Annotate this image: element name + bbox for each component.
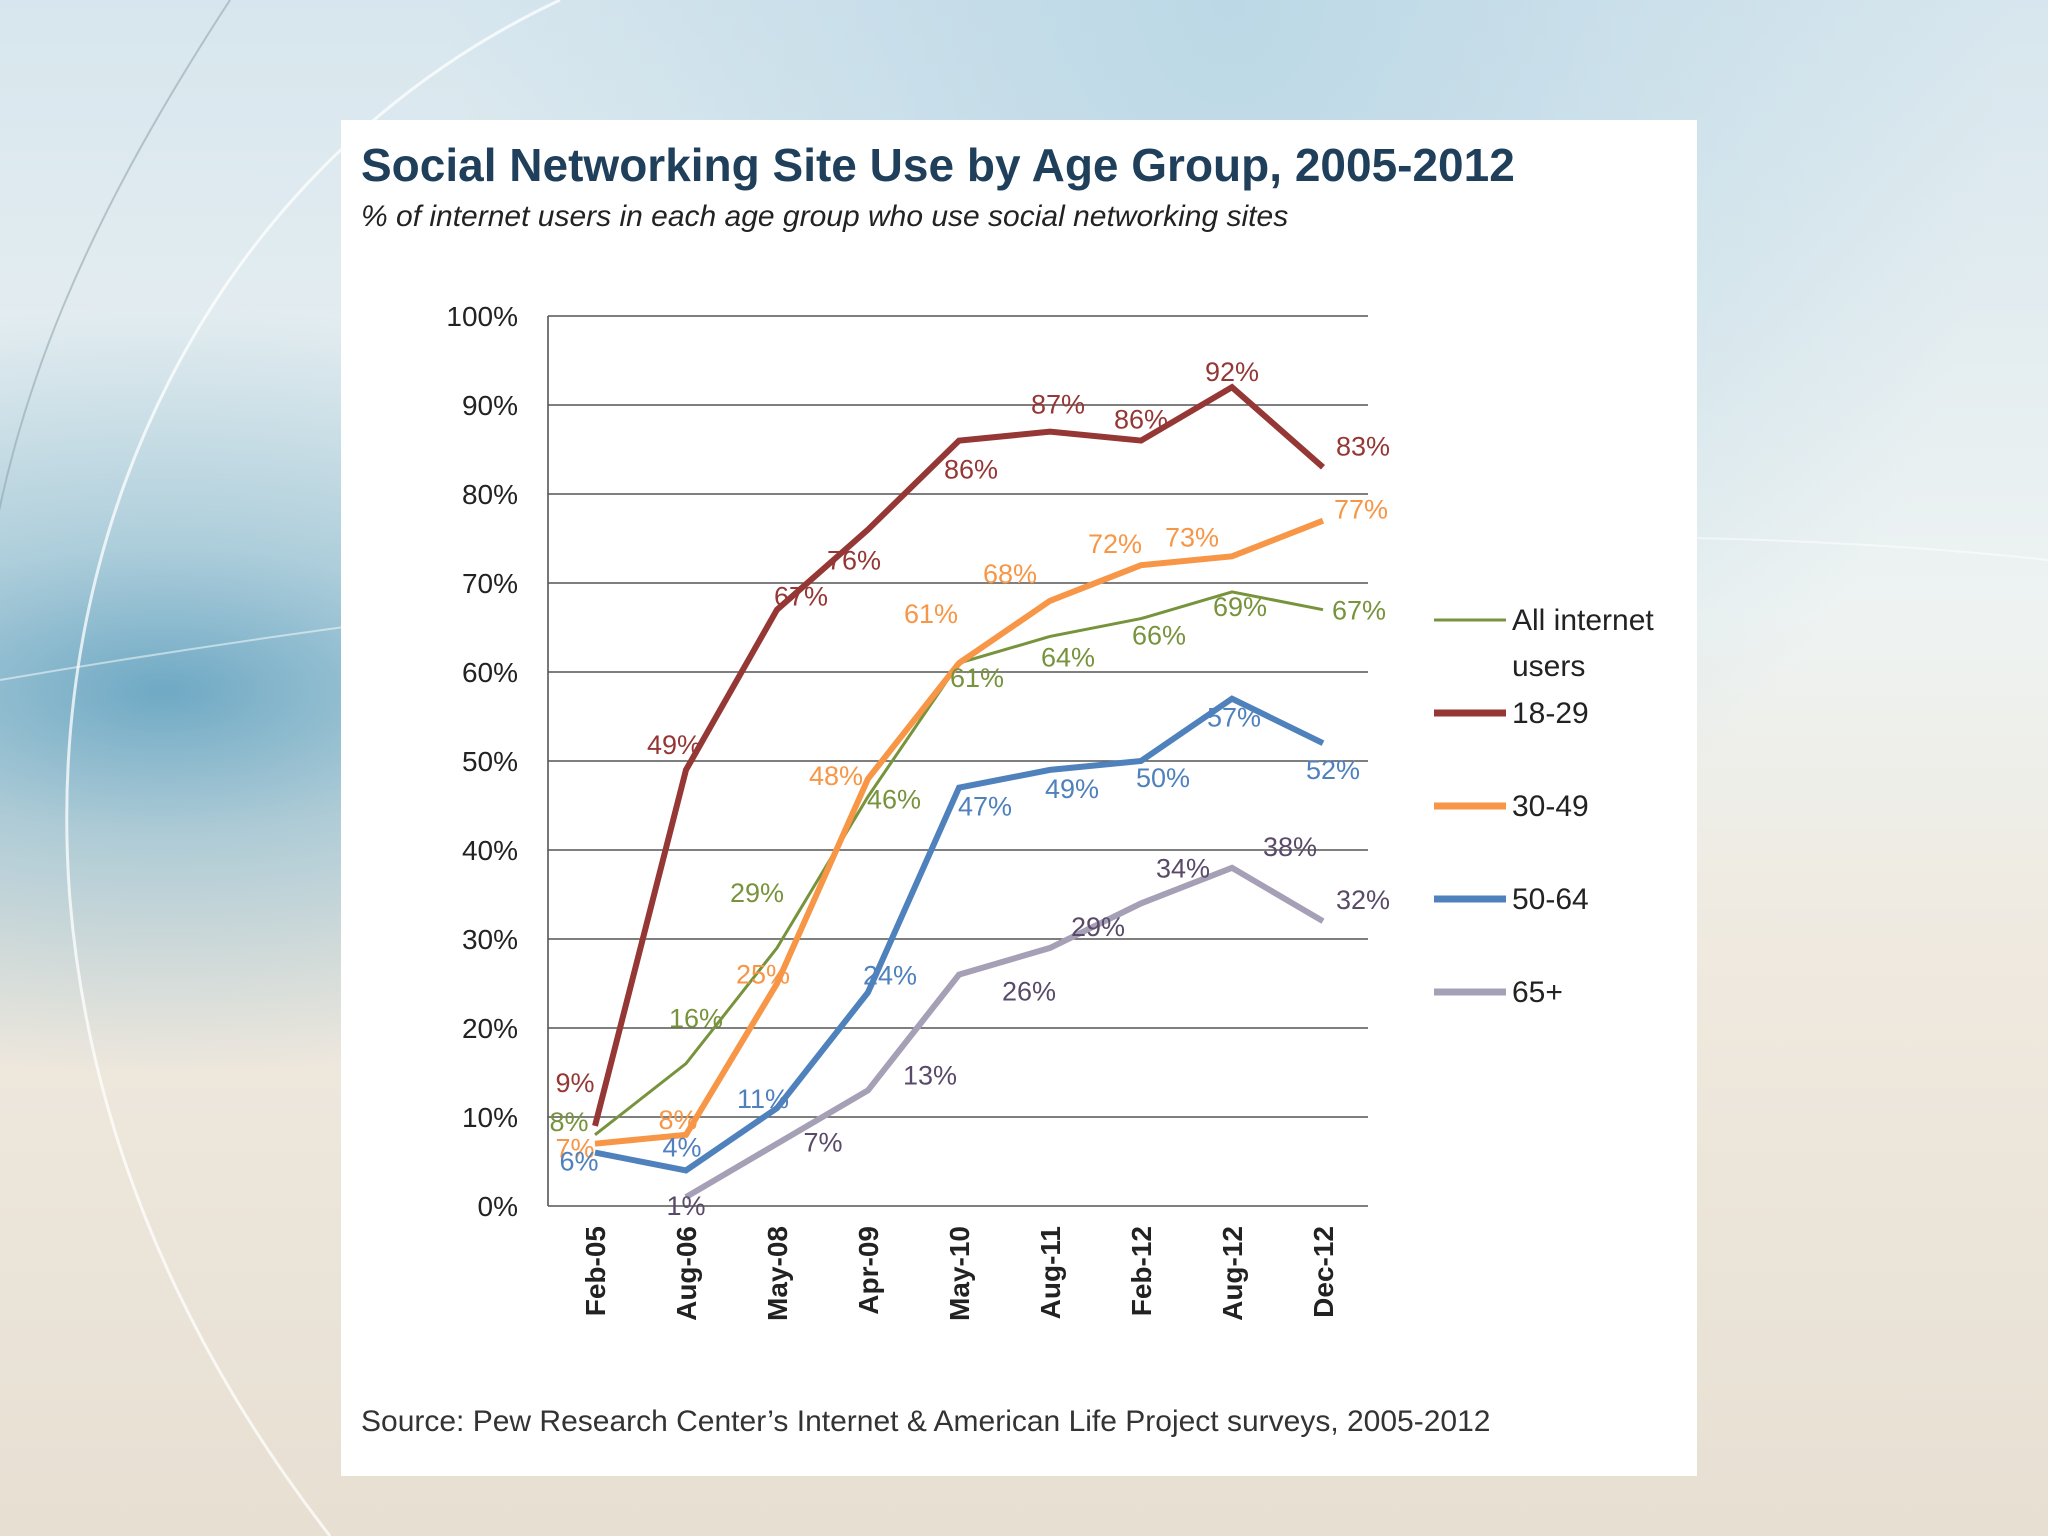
series-line-2 xyxy=(594,517,1325,1147)
series-lines xyxy=(592,383,1325,1200)
data-label: 76% xyxy=(827,546,881,576)
gridlines xyxy=(548,315,1368,1207)
y-tick-label: 50% xyxy=(462,746,518,777)
x-tick-label: Aug-06 xyxy=(671,1226,702,1321)
data-label: 49% xyxy=(1045,774,1099,804)
legend-label: 65+ xyxy=(1512,976,1563,1009)
data-label: 86% xyxy=(944,455,998,485)
data-label: 64% xyxy=(1041,642,1095,672)
data-label: 25% xyxy=(736,960,790,990)
data-label: 8% xyxy=(658,1105,697,1135)
data-label: 47% xyxy=(958,792,1012,822)
y-tick-label: 80% xyxy=(462,479,518,510)
data-label: 77% xyxy=(1334,495,1388,525)
data-label: 52% xyxy=(1306,755,1360,785)
y-tick-label: 70% xyxy=(462,568,518,599)
data-label: 83% xyxy=(1336,431,1390,461)
data-label: 49% xyxy=(647,730,701,760)
legend-label: 18-29 xyxy=(1512,697,1589,730)
data-label: 38% xyxy=(1263,832,1317,862)
data-label: 11% xyxy=(737,1084,789,1114)
data-label: 72% xyxy=(1088,529,1142,559)
data-label: 50% xyxy=(1136,763,1190,793)
x-tick-label: Apr-09 xyxy=(853,1226,884,1315)
x-tick-label: Dec-12 xyxy=(1308,1226,1339,1318)
legend: All internet users 18-29 30-49 50-64 65+ xyxy=(1434,604,1654,1009)
data-label: 34% xyxy=(1156,853,1210,883)
data-label: 67% xyxy=(774,582,828,612)
x-tick-label: Aug-12 xyxy=(1217,1226,1248,1321)
data-label: 1% xyxy=(666,1191,705,1221)
data-label: 46% xyxy=(867,785,921,815)
chart-source: Source: Pew Research Center’s Internet &… xyxy=(361,1405,1491,1438)
data-label: 26% xyxy=(1002,977,1056,1007)
data-label: 7% xyxy=(803,1128,842,1158)
x-tick-label: May-08 xyxy=(762,1226,793,1321)
data-label: 29% xyxy=(1071,912,1125,942)
y-tick-label: 90% xyxy=(462,390,518,421)
series-line-1 xyxy=(592,383,1325,1127)
data-label: 68% xyxy=(983,559,1037,589)
data-label: 13% xyxy=(903,1060,957,1090)
legend-label: users xyxy=(1512,650,1585,683)
data-label: 57% xyxy=(1207,703,1261,733)
data-label: 61% xyxy=(904,599,958,629)
data-label: 9% xyxy=(555,1068,594,1098)
y-tick-label: 60% xyxy=(462,657,518,688)
legend-label: 30-49 xyxy=(1512,790,1589,823)
data-label: 61% xyxy=(950,663,1004,693)
y-tick-label: 20% xyxy=(462,1013,518,1044)
data-label: 73% xyxy=(1165,522,1219,552)
data-label: 29% xyxy=(730,878,784,908)
legend-label: 50-64 xyxy=(1512,883,1589,916)
y-tick-label: 40% xyxy=(462,835,518,866)
data-label: 4% xyxy=(662,1132,701,1162)
data-label: 87% xyxy=(1031,390,1085,420)
data-label: 24% xyxy=(863,960,917,990)
data-label: 86% xyxy=(1114,405,1168,435)
data-label: 8% xyxy=(549,1107,588,1137)
data-label: 7% xyxy=(555,1134,594,1164)
data-labels: 8% 16% 29% 46% 61% 64% 66% 69% 67% 9% 49% 67% 76% 86%… xyxy=(549,357,1390,1221)
data-label: 69% xyxy=(1213,592,1267,622)
y-tick-label: 30% xyxy=(462,924,518,955)
x-tick-label: May-10 xyxy=(944,1226,975,1321)
data-label: 66% xyxy=(1132,621,1186,651)
data-label: 48% xyxy=(809,761,863,791)
x-tick-label: Aug-11 xyxy=(1035,1226,1066,1319)
y-tick-label: 0% xyxy=(478,1191,518,1222)
y-tick-label: 100% xyxy=(446,301,518,332)
x-tick-label: Feb-05 xyxy=(580,1226,611,1316)
chart-title: Social Networking Site Use by Age Group,… xyxy=(361,139,1515,191)
chart-card: Social Networking Site Use by Age Group,… xyxy=(341,120,1697,1476)
data-label: 92% xyxy=(1205,357,1259,387)
legend-label: All internet xyxy=(1512,604,1654,637)
data-label: 67% xyxy=(1332,596,1386,626)
chart-subtitle: % of internet users in each age group wh… xyxy=(361,200,1289,233)
data-label: 32% xyxy=(1336,885,1390,915)
axes: 0% 10% 20% 30% 40% 50% 60% 70% 80% 90% 100% Feb-05 A… xyxy=(446,301,1339,1321)
data-label: 6% xyxy=(559,1147,598,1177)
x-tick-label: Feb-12 xyxy=(1126,1226,1157,1316)
data-label: 16% xyxy=(669,1004,723,1034)
series-line-3 xyxy=(594,695,1325,1174)
line-chart: 0% 10% 20% 30% 40% 50% 60% 70% 80% 90% 100% Feb-05 A… xyxy=(446,301,1654,1321)
y-tick-label: 10% xyxy=(462,1102,518,1133)
series-line-4 xyxy=(684,864,1325,1200)
